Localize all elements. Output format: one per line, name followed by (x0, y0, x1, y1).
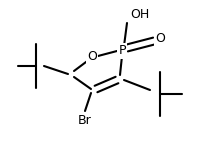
Text: Br: Br (78, 114, 92, 127)
Text: P: P (118, 45, 126, 58)
Text: OH: OH (130, 8, 149, 21)
Text: O: O (155, 32, 165, 45)
Text: O: O (87, 49, 97, 62)
